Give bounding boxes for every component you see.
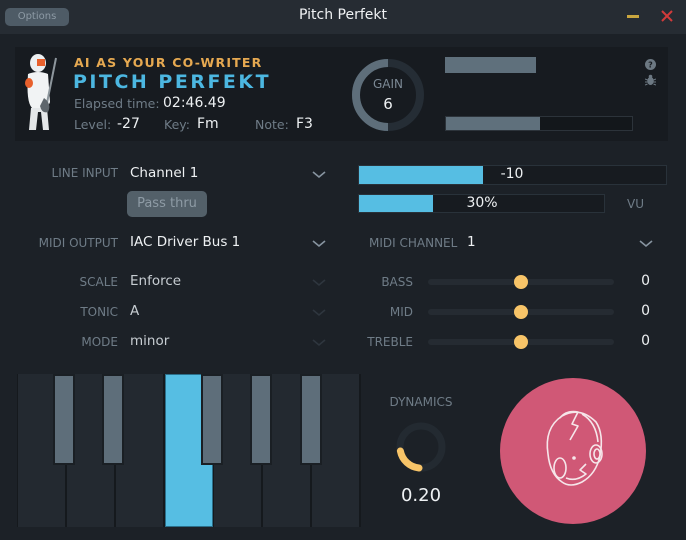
chevron-down-icon[interactable] bbox=[312, 171, 326, 179]
piano-key-a-sharp[interactable] bbox=[300, 374, 322, 465]
input-level-value: -10 bbox=[500, 166, 524, 182]
tagline: AI AS YOUR CO-WRITER bbox=[74, 55, 263, 70]
svg-text:?: ? bbox=[648, 61, 653, 70]
piano-keyboard bbox=[17, 374, 361, 527]
input-level-bar[interactable] bbox=[358, 165, 667, 185]
treble-label: TREBLE bbox=[367, 335, 413, 349]
line-input-select[interactable]: Channel 1 bbox=[130, 165, 199, 181]
bug-icon[interactable] bbox=[645, 74, 656, 86]
chevron-down-icon[interactable] bbox=[639, 240, 653, 248]
treble-slider-thumb[interactable] bbox=[514, 335, 528, 349]
window-title: Pitch Perfekt bbox=[299, 7, 387, 23]
midi-channel-select[interactable]: 1 bbox=[467, 234, 476, 250]
tonic-label: TONIC bbox=[80, 305, 118, 319]
line-input-label: LINE INPUT bbox=[51, 166, 118, 180]
piano-key-f-sharp[interactable] bbox=[201, 374, 223, 465]
piano-key-c-sharp[interactable] bbox=[53, 374, 75, 465]
mode-select[interactable]: minor bbox=[130, 333, 170, 349]
elapsed-time-label: Elapsed time: bbox=[74, 96, 160, 111]
close-icon bbox=[661, 10, 673, 22]
treble-value: 0 bbox=[641, 333, 650, 349]
vu-value: 30% bbox=[466, 195, 498, 211]
close-button[interactable] bbox=[659, 6, 675, 26]
dynamics-label: DYNAMICS bbox=[389, 395, 453, 409]
options-button[interactable]: Options bbox=[5, 8, 69, 26]
midi-output-select[interactable]: IAC Driver Bus 1 bbox=[130, 234, 241, 250]
robot-head-icon bbox=[546, 410, 603, 486]
dynamics-knob[interactable] bbox=[395, 421, 447, 473]
scale-select[interactable]: Enforce bbox=[130, 273, 182, 289]
robot-guitarist-logo bbox=[25, 54, 57, 130]
mid-slider-thumb[interactable] bbox=[514, 305, 528, 319]
robot-button[interactable] bbox=[500, 378, 646, 524]
bass-slider-thumb[interactable] bbox=[514, 275, 528, 289]
scale-label: SCALE bbox=[79, 275, 118, 289]
elapsed-time-value: 02:46.49 bbox=[163, 95, 226, 111]
vu-bar[interactable] bbox=[358, 194, 605, 213]
help-icon[interactable]: ? bbox=[645, 59, 656, 70]
gain-value: 6 bbox=[383, 95, 393, 113]
title-bar bbox=[0, 0, 686, 34]
level-label: Level: bbox=[74, 117, 112, 132]
piano-key-d-sharp[interactable] bbox=[102, 374, 124, 465]
chevron-down-icon[interactable] bbox=[312, 309, 326, 317]
note-value: F3 bbox=[296, 116, 313, 132]
piano-key-e[interactable] bbox=[116, 374, 164, 527]
bass-label: BASS bbox=[381, 275, 413, 289]
chevron-down-icon[interactable] bbox=[312, 240, 326, 248]
minimize-button[interactable] bbox=[627, 15, 639, 18]
piano-key-g-sharp[interactable] bbox=[250, 374, 272, 465]
dynamics-value: 0.20 bbox=[400, 485, 442, 506]
gain-label: GAIN bbox=[372, 77, 404, 91]
mid-value: 0 bbox=[641, 303, 650, 319]
mid-label: MID bbox=[389, 305, 413, 319]
pass-thru-button[interactable]: Pass thru bbox=[127, 191, 207, 217]
midi-channel-label: MIDI CHANNEL bbox=[369, 236, 458, 250]
midi-output-label: MIDI OUTPUT bbox=[38, 236, 118, 250]
level-value: -27 bbox=[117, 116, 140, 132]
tonic-select[interactable]: A bbox=[130, 303, 140, 319]
key-label: Key: bbox=[164, 117, 190, 132]
chevron-down-icon[interactable] bbox=[312, 339, 326, 347]
key-value: Fm bbox=[197, 116, 219, 132]
gain-knob[interactable] bbox=[350, 57, 426, 133]
note-label: Note: bbox=[255, 117, 289, 132]
vu-label: VU bbox=[627, 197, 644, 211]
mode-label: MODE bbox=[81, 335, 118, 349]
chevron-down-icon[interactable] bbox=[312, 279, 326, 287]
bottom-level-meter bbox=[445, 116, 633, 131]
brand-name: PITCH PERFEKT bbox=[73, 71, 272, 93]
top-level-meter bbox=[445, 57, 536, 73]
bass-value: 0 bbox=[641, 273, 650, 289]
